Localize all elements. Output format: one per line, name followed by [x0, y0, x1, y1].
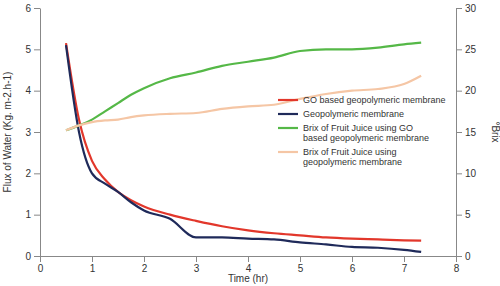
tick-mark	[456, 8, 462, 9]
tick-label: 1	[25, 209, 31, 220]
tick: 3	[25, 127, 40, 138]
tick-label: 6	[25, 3, 31, 14]
tick-label: 0	[38, 263, 44, 274]
tick-label: 20	[465, 85, 477, 96]
tick: 4	[246, 256, 252, 274]
tick-label: 5	[298, 263, 304, 274]
tick: 7	[402, 256, 408, 274]
tick: 1	[90, 256, 96, 274]
tick-mark	[456, 49, 462, 50]
legend-label: Brix of Fruit Juice usinggeopolymeric me…	[303, 147, 402, 167]
legend-label: GO based geopolymeric membrane	[303, 95, 446, 105]
tick: 0	[38, 256, 44, 274]
tick: 25	[456, 44, 477, 55]
tick-label: 8	[454, 263, 460, 274]
y-axis-title: Flux of Water (Kg. m-2.h-1)	[2, 72, 13, 193]
tick: 3	[194, 256, 200, 274]
tick-label: 2	[25, 168, 31, 179]
tick-label: 6	[350, 263, 356, 274]
tick: 15	[456, 127, 477, 138]
tick-mark	[248, 256, 249, 262]
x-axis: 0 1 2 3 4 5 6 7 8	[38, 256, 460, 274]
tick-mark	[34, 173, 40, 174]
tick-mark	[144, 256, 145, 262]
tick-mark	[34, 91, 40, 92]
tick: 5	[456, 209, 471, 220]
tick: 1	[25, 209, 40, 220]
series-line	[66, 43, 421, 131]
y2-axis: 0 5 10 15 20 25 30	[456, 3, 477, 262]
legend-label: Brix of Fruit Juice using GObased geopol…	[303, 123, 429, 143]
tick-mark	[456, 173, 462, 174]
plot: 0123456780123456051015202530GO based geo…	[25, 3, 476, 274]
tick-mark	[34, 215, 40, 216]
series-lines	[66, 43, 421, 252]
legend: GO based geopolymeric membrane Geopolymer…	[278, 95, 446, 167]
legend-swatch	[278, 113, 298, 115]
tick-label: 5	[25, 44, 31, 55]
tick: 8	[454, 256, 460, 274]
tick-mark	[34, 8, 40, 9]
tick-mark	[456, 132, 462, 133]
tick: 5	[25, 44, 40, 55]
tick-label: 2	[142, 263, 148, 274]
tick: 0	[25, 251, 40, 262]
tick-mark	[196, 256, 197, 262]
tick: 20	[456, 85, 477, 96]
tick: 4	[25, 85, 40, 96]
tick-label: 10	[465, 168, 477, 179]
tick: 6	[350, 256, 356, 274]
tick: 30	[456, 3, 477, 14]
x-axis-title: Time (hr)	[228, 273, 268, 284]
y-axis: 0 1 2 3 4 5 6	[25, 3, 40, 262]
tick: 0	[456, 251, 471, 262]
tick-mark	[34, 132, 40, 133]
tick-label: 25	[465, 44, 477, 55]
legend-swatch	[278, 99, 298, 101]
tick: 5	[298, 256, 304, 274]
tick-label: 7	[402, 263, 408, 274]
tick: 2	[25, 168, 40, 179]
tick-label: 15	[465, 127, 477, 138]
tick-mark	[456, 256, 462, 257]
tick-mark	[300, 256, 301, 262]
legend-swatch	[278, 127, 298, 129]
tick-label: 5	[465, 209, 471, 220]
tick-mark	[352, 256, 353, 262]
tick-label: 1	[90, 263, 96, 274]
tick: 10	[456, 168, 477, 179]
tick-mark	[92, 256, 93, 262]
legend-label: Geopolymeric membrane	[303, 109, 404, 119]
tick-label: 3	[194, 263, 200, 274]
tick-mark	[456, 91, 462, 92]
tick-mark	[34, 49, 40, 50]
tick-mark	[456, 215, 462, 216]
series-line	[66, 45, 421, 252]
axis-line	[40, 9, 41, 257]
tick-label: 0	[465, 251, 471, 262]
tick-mark	[404, 256, 405, 262]
chart: 0123456780123456051015202530GO based geo…	[0, 0, 500, 286]
tick-label: 0	[25, 251, 31, 262]
tick-label: 30	[465, 3, 477, 14]
y2-axis-title: °Brix	[490, 121, 500, 142]
tick: 2	[142, 256, 148, 274]
legend-swatch	[278, 151, 298, 153]
tick-mark	[40, 256, 41, 262]
tick-mark	[34, 256, 40, 257]
tick-label: 3	[25, 127, 31, 138]
tick: 6	[25, 3, 40, 14]
tick-label: 4	[25, 85, 31, 96]
